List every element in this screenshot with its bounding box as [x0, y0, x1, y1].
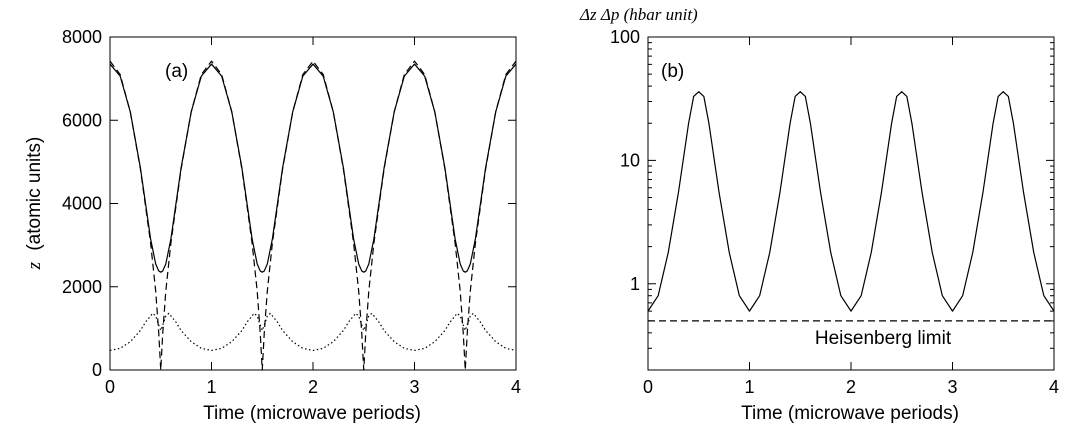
- panel-a-x-axis-title: Time (microwave periods): [203, 403, 421, 424]
- panel-a-y-axis-title: z (atomic units): [24, 137, 45, 271]
- panel-b-frame: [647, 36, 1055, 371]
- panel-a-y-tick-label: 8000: [62, 27, 102, 47]
- panel-b-x-tick-label: 2: [846, 377, 856, 397]
- panel-b-x-tick-label: 4: [1049, 377, 1059, 397]
- panel-a-x-tick-label: 3: [409, 377, 419, 397]
- panel-b-y-tick-label: 10: [620, 150, 640, 170]
- panel-a-series-solid-line: [109, 63, 517, 273]
- panel-b-y-tick-label: 100: [610, 27, 640, 47]
- panel-a-y-axis-symbol: z: [24, 261, 45, 270]
- panel-b-label: (b): [661, 61, 684, 82]
- panel-a-y-tick-label: 0: [92, 360, 102, 380]
- panel-a-series-dotted-line: [109, 312, 517, 352]
- panel-a-y-tick-label: 2000: [62, 277, 102, 297]
- panel-a-y-tick-label: 6000: [62, 110, 102, 130]
- panel-b: (b) Δz Δp (hbar unit) Time (microwave pe…: [579, 5, 1055, 424]
- panel-a-frame: [109, 36, 517, 371]
- panel-b-x-tick-label: 1: [744, 377, 754, 397]
- panel-a-x-tick-label: 1: [206, 377, 216, 397]
- panel-a-x-tick-label: 2: [308, 377, 318, 397]
- panel-b-x-axis-title: Time (microwave periods): [741, 403, 959, 424]
- panel-b-y-tick-label: 1: [630, 274, 640, 294]
- panel-a-x-tick-label: 4: [511, 377, 521, 397]
- panel-b-series-solid-line: [647, 91, 1055, 312]
- panel-b-x-tick-label: 0: [643, 377, 653, 397]
- panel-a-y-axis-units: (atomic units): [24, 137, 45, 251]
- heisenberg-limit-label: Heisenberg limit: [815, 328, 952, 349]
- panel-a-y-tick-label: 4000: [62, 194, 102, 214]
- panel-b-x-tick-label: 3: [947, 377, 957, 397]
- panel-a-series-dashed-line: [109, 60, 517, 371]
- panel-a-label: (a): [165, 61, 188, 82]
- panel-b-title: Δz Δp (hbar unit): [579, 5, 698, 24]
- panel-a-x-tick-label: 0: [105, 377, 115, 397]
